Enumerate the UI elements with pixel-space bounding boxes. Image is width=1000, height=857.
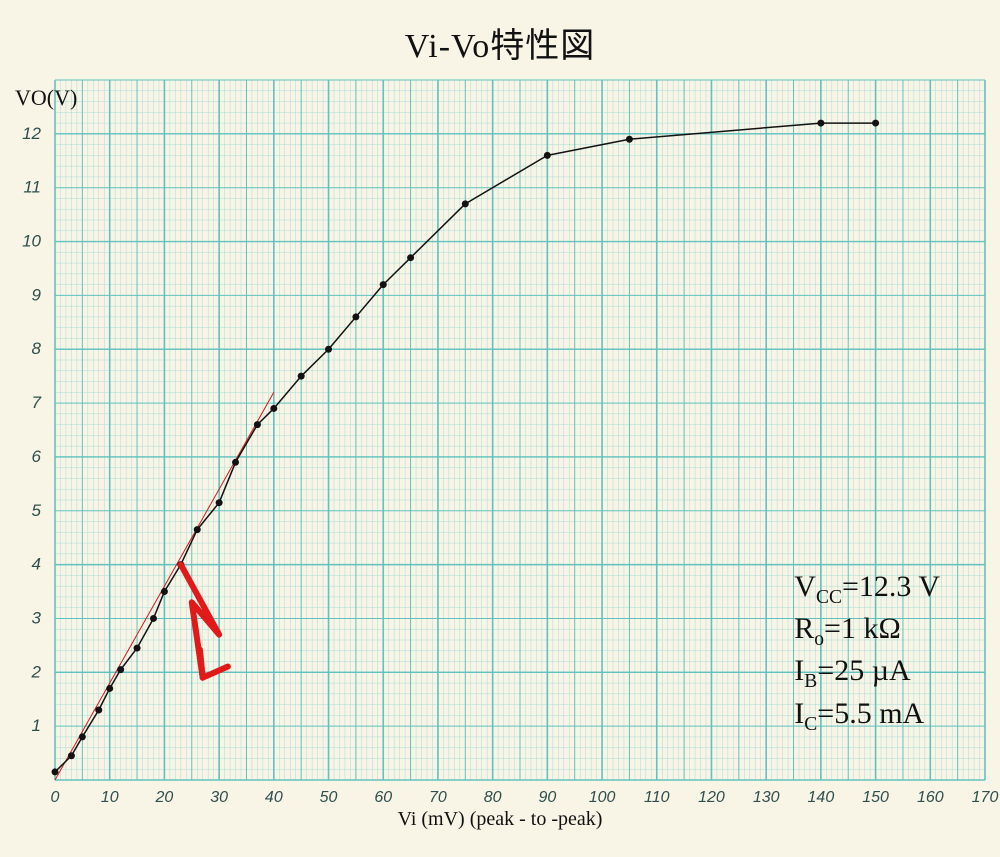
param-ic: IC=5.5 mA <box>794 695 940 737</box>
param-ib: IB=25 µA <box>794 652 940 694</box>
chart-title: Vi-Vo特性図 <box>0 18 1000 67</box>
svg-text:7: 7 <box>32 393 42 412</box>
svg-text:100: 100 <box>589 789 616 806</box>
y-axis-label: VO(V) <box>15 85 77 111</box>
svg-text:90: 90 <box>538 789 556 806</box>
parameters-box: VCC=12.3 V Ro=1 kΩ IB=25 µA IC=5.5 mA <box>794 568 940 738</box>
svg-text:50: 50 <box>320 789 338 806</box>
svg-text:11: 11 <box>23 178 41 197</box>
svg-text:80: 80 <box>484 789 502 806</box>
svg-text:60: 60 <box>374 789 392 806</box>
svg-text:10: 10 <box>22 232 41 251</box>
svg-text:160: 160 <box>917 789 944 806</box>
svg-text:10: 10 <box>101 789 119 806</box>
svg-text:2: 2 <box>31 662 42 681</box>
svg-text:150: 150 <box>862 789 889 806</box>
svg-text:20: 20 <box>155 789 174 806</box>
svg-text:140: 140 <box>808 789 835 806</box>
svg-text:9: 9 <box>32 285 42 304</box>
svg-text:5: 5 <box>32 501 42 520</box>
svg-text:30: 30 <box>210 789 228 806</box>
svg-text:8: 8 <box>32 339 42 358</box>
svg-text:40: 40 <box>265 789 283 806</box>
param-ro: Ro=1 kΩ <box>794 610 940 652</box>
svg-text:110: 110 <box>644 789 670 806</box>
svg-text:3: 3 <box>32 608 42 627</box>
param-vcc: VCC=12.3 V <box>794 568 940 610</box>
svg-text:70: 70 <box>429 789 447 806</box>
svg-text:130: 130 <box>753 789 780 806</box>
svg-text:4: 4 <box>32 555 41 574</box>
svg-text:12: 12 <box>22 124 41 143</box>
svg-text:1: 1 <box>32 716 41 735</box>
svg-text:0: 0 <box>51 789 60 806</box>
svg-text:170: 170 <box>972 789 999 806</box>
svg-text:6: 6 <box>32 447 42 466</box>
x-axis-label: Vi (mV) (peak - to -peak) <box>0 808 1000 831</box>
svg-text:120: 120 <box>698 789 725 806</box>
